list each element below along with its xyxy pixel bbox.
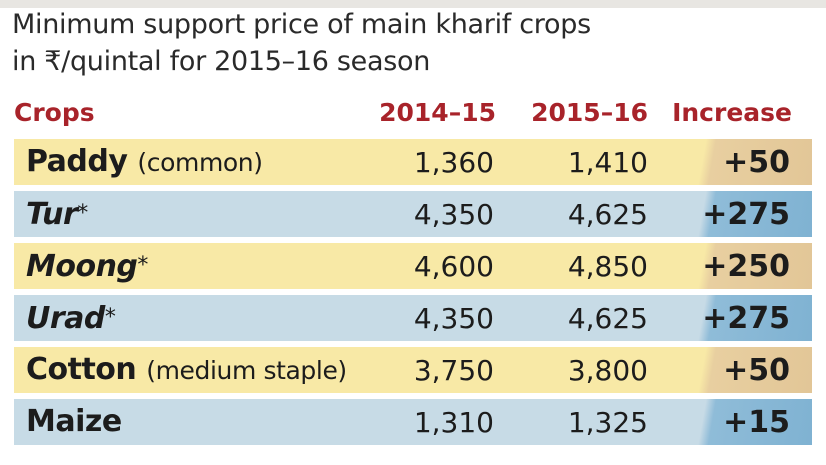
header-2014-15: 2014–15 — [379, 98, 496, 127]
crop-cell: Paddy (common) — [26, 144, 263, 181]
crop-cell: Tur* — [26, 196, 88, 233]
row-background — [14, 295, 812, 341]
chart-title: Minimum support price of main kharif cro… — [12, 6, 812, 80]
crop-cell: Cotton (medium staple) — [26, 352, 347, 389]
title-line-2: in ₹/quintal for 2015–16 season — [12, 46, 431, 77]
increase-cell-background — [694, 295, 812, 341]
row-background — [14, 243, 812, 289]
value-increase: +50 — [723, 353, 790, 388]
crop-name: Moong — [26, 249, 138, 284]
header-crops: Crops — [14, 98, 95, 127]
crop-footnote-marker: * — [104, 305, 116, 330]
crop-cell: Urad* — [26, 300, 116, 337]
value-2014-15: 4,350 — [413, 198, 494, 231]
title-line-1: Minimum support price of main kharif cro… — [12, 9, 591, 40]
value-2014-15: 1,360 — [413, 146, 494, 179]
value-increase: +250 — [702, 249, 790, 284]
crop-footnote-marker: * — [137, 253, 148, 278]
table-row: Moong* 4,600 4,850 +250 — [14, 243, 812, 289]
crop-cell: Moong* — [26, 248, 148, 285]
crop-name: Maize — [26, 404, 122, 439]
table-row: Tur* 4,350 4,625 +275 — [14, 191, 812, 237]
value-increase: +15 — [723, 405, 790, 440]
row-background — [14, 191, 812, 237]
row-background — [14, 347, 812, 393]
value-2015-16: 4,625 — [567, 302, 648, 335]
row-background — [14, 399, 812, 445]
value-2014-15: 4,600 — [413, 250, 494, 283]
increase-cell-background — [694, 399, 812, 445]
value-increase: +275 — [702, 301, 790, 336]
value-2014-15: 1,310 — [413, 406, 494, 439]
table-row: Maize 1,310 1,325 +15 — [14, 399, 812, 445]
top-strip — [0, 0, 826, 8]
value-2015-16: 1,325 — [567, 406, 648, 439]
header-increase: Increase — [672, 98, 792, 127]
header-2015-16: 2015–16 — [531, 98, 648, 127]
row-background — [14, 139, 812, 185]
crop-name: Paddy — [26, 144, 128, 179]
increase-cell-background — [694, 243, 812, 289]
table-header: Crops 2014–15 2015–16 Increase — [0, 96, 826, 132]
crop-name: Tur — [26, 197, 78, 232]
crop-note: (medium staple) — [146, 356, 347, 385]
value-2015-16: 1,410 — [567, 146, 648, 179]
crop-name: Cotton — [26, 352, 137, 387]
crop-name: Urad — [26, 301, 105, 336]
value-2015-16: 3,800 — [567, 354, 648, 387]
value-increase: +50 — [723, 145, 790, 180]
increase-cell-background — [694, 191, 812, 237]
value-2015-16: 4,850 — [567, 250, 648, 283]
value-2014-15: 3,750 — [413, 354, 494, 387]
value-2014-15: 4,350 — [413, 302, 494, 335]
crop-footnote-marker: * — [77, 201, 88, 226]
increase-cell-background — [694, 347, 812, 393]
table-row: Paddy (common) 1,360 1,410 +50 — [14, 139, 812, 185]
value-2015-16: 4,625 — [567, 198, 648, 231]
crop-note: (common) — [137, 148, 263, 177]
crop-cell: Maize — [26, 404, 122, 440]
table-row: Cotton (medium staple) 3,750 3,800 +50 — [14, 347, 812, 393]
table-row: Urad* 4,350 4,625 +275 — [14, 295, 812, 341]
value-increase: +275 — [702, 197, 790, 232]
increase-cell-background — [694, 139, 812, 185]
